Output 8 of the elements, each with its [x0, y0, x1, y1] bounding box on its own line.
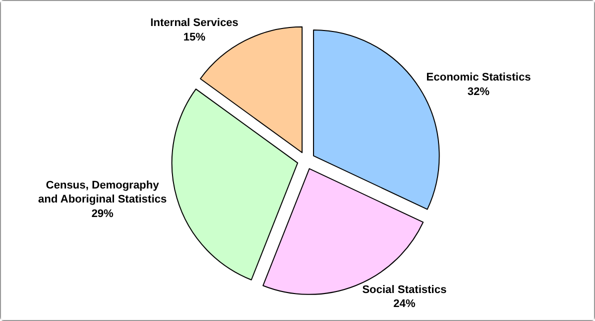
slice-label: Internal Services: [150, 17, 238, 30]
data-label: 29%: [91, 208, 114, 220]
slice-label: Census, Demography and Aboriginal Statistics: [38, 179, 167, 206]
slice-label: Economic Statistics: [426, 71, 531, 84]
data-label: 32%: [468, 86, 490, 98]
slice-label: Social Statistics: [362, 284, 447, 296]
data-label: 15%: [183, 31, 206, 44]
data-label: 24%: [393, 298, 416, 310]
